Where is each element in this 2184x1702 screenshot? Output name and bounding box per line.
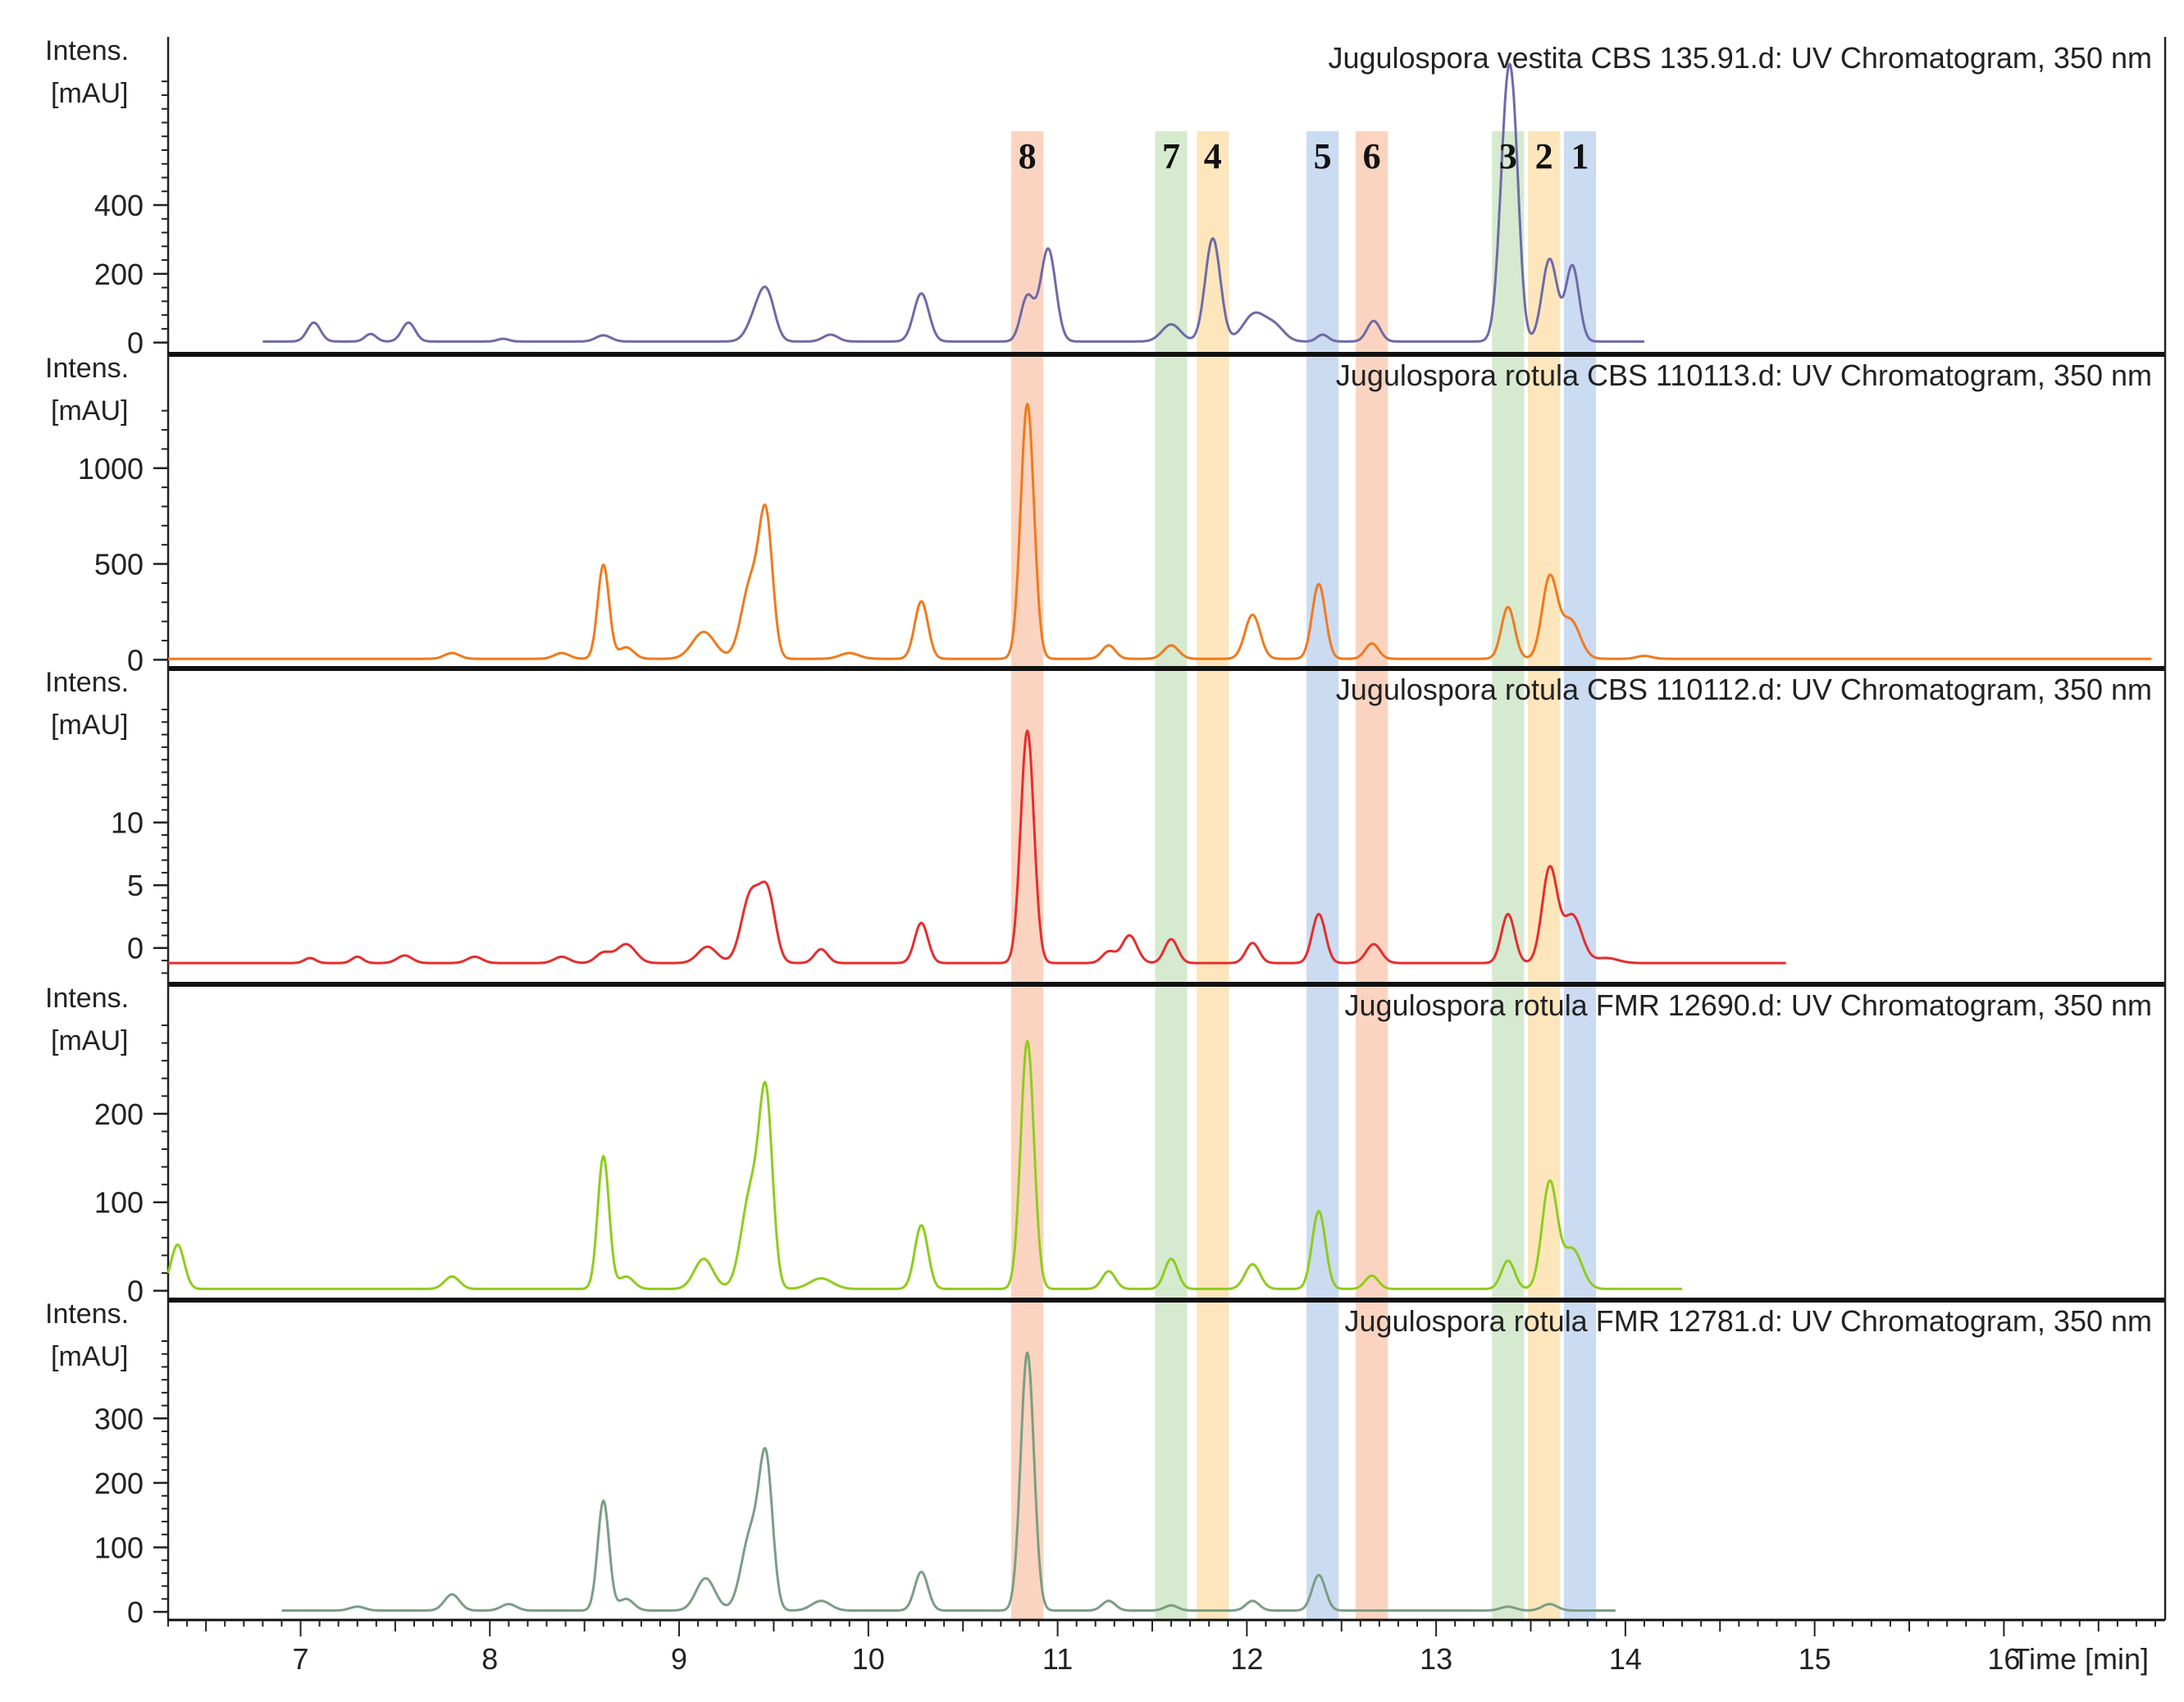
panel-title: Jugulospora rotula CBS 110113.d: UV Chro…	[1336, 358, 2152, 392]
panel-title: Jugulospora rotula FMR 12781.d: UV Chrom…	[1345, 1304, 2152, 1338]
x-tick-label: 7	[293, 1642, 309, 1676]
compound-band-5	[1306, 131, 1339, 1620]
compound-label-8: 8	[1019, 136, 1037, 176]
x-tick-label: 12	[1230, 1642, 1263, 1676]
compound-band-4	[1197, 131, 1229, 1620]
y-axis-label: Intens.	[45, 667, 129, 698]
y-tick-label: 400	[94, 189, 144, 222]
chromatogram-trace	[167, 729, 1787, 965]
panel-5: 0 100 200 300 Intens. [mAU] Jugulospora rotula…	[45, 1298, 2165, 1629]
panel-4: 0 100 200 Intens. [mAU] Jugulospora rotula FM…	[45, 983, 2165, 1308]
compound-label-2: 2	[1535, 136, 1553, 176]
chromatogram-trace	[280, 1351, 1616, 1612]
chromatogram-trace	[262, 62, 1645, 343]
compound-band-6	[1356, 131, 1388, 1620]
panel-2: 0 500 1000 Intens. [mAU] Jugulospora rotula C…	[45, 353, 2165, 677]
panel-title: Jugulospora rotula FMR 12690.d: UV Chrom…	[1345, 988, 2152, 1022]
y-axis-unit: [mAU]	[51, 78, 128, 109]
x-tick-label: 13	[1420, 1642, 1452, 1676]
compound-band-7	[1155, 131, 1188, 1620]
y-axis-unit: [mAU]	[51, 1025, 128, 1056]
panel-title: Jugulospora rotula CBS 110112.d: UV Chro…	[1336, 673, 2152, 706]
y-axis-unit: [mAU]	[51, 710, 128, 741]
y-tick-label: 200	[94, 1467, 144, 1500]
compound-band-1	[1563, 131, 1597, 1620]
x-tick-label: 10	[852, 1642, 885, 1676]
y-tick-label: 500	[94, 548, 144, 582]
y-tick-label: 0	[127, 643, 144, 677]
panel-1: 0 200 400 Intens. [mAU] Jugulospora vestita C…	[45, 35, 2165, 360]
y-tick-label: 10	[111, 806, 144, 840]
compound-label-3: 3	[1499, 136, 1517, 176]
compound-label-4: 4	[1204, 136, 1222, 176]
x-tick-label: 9	[671, 1642, 687, 1676]
y-axis-label: Intens.	[45, 35, 129, 66]
y-tick-label: 100	[94, 1531, 144, 1564]
compound-label-1: 1	[1571, 136, 1589, 176]
compound-label-5: 5	[1314, 136, 1332, 176]
y-axis-label: Intens.	[45, 353, 129, 384]
y-tick-label: 300	[94, 1402, 144, 1435]
y-tick-label: 0	[127, 1275, 144, 1308]
x-tick-label: 14	[1609, 1642, 1642, 1676]
x-tick-label: 16	[1987, 1642, 2020, 1676]
y-tick-label: 1000	[78, 452, 144, 486]
y-tick-label: 100	[94, 1186, 144, 1220]
y-axis-unit: [mAU]	[51, 1341, 128, 1372]
y-tick-label: 200	[94, 258, 144, 291]
compound-label-7: 7	[1162, 136, 1180, 176]
x-tick-label: 8	[481, 1642, 498, 1676]
panel-3: 0 5 10 Intens. [mAU] Jugulospora rotula CBS 1…	[45, 667, 2165, 987]
compound-band-8	[1011, 131, 1044, 1620]
compound-band-3	[1492, 131, 1525, 1620]
compound-label-6: 6	[1363, 136, 1381, 176]
y-tick-label: 0	[127, 932, 144, 965]
compound-bands	[1011, 131, 1597, 1620]
chromatogram-trace	[166, 1039, 1683, 1290]
y-tick-label: 0	[127, 1595, 144, 1629]
y-tick-label: 0	[127, 326, 144, 360]
x-axis-label: Time [min]	[2012, 1642, 2149, 1676]
chromatogram-trace	[167, 403, 2152, 660]
x-tick-label: 15	[1799, 1642, 1831, 1676]
y-axis-unit: [mAU]	[51, 395, 128, 427]
y-tick-label: 5	[127, 869, 144, 902]
panel-title: Jugulospora vestita CBS 135.91.d: UV Chr…	[1328, 41, 2152, 75]
x-tick-label: 11	[1042, 1642, 1073, 1676]
y-axis-label: Intens.	[45, 1298, 129, 1330]
y-axis-label: Intens.	[45, 983, 129, 1014]
y-tick-label: 200	[94, 1097, 144, 1131]
